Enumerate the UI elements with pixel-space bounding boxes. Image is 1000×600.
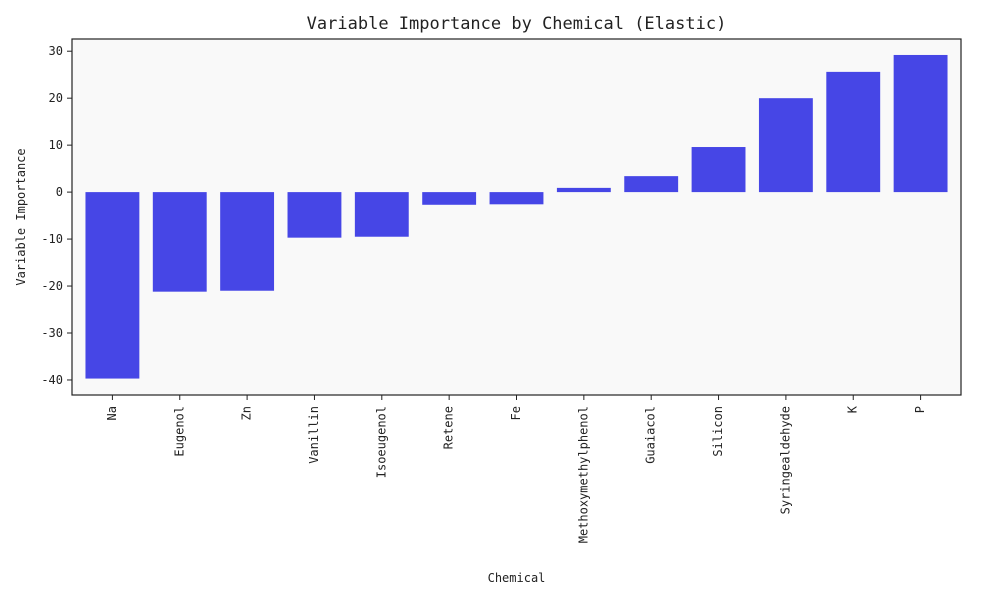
bar-vanillin	[287, 192, 342, 238]
x-tick-label: Eugenol	[172, 406, 186, 457]
chart-title: Variable Importance by Chemical (Elastic…	[307, 14, 727, 34]
x-tick-label: Guaiacol	[644, 406, 658, 464]
y-tick-label: 30	[49, 44, 63, 58]
x-tick-label: K	[846, 405, 860, 413]
bar-fe	[489, 192, 544, 205]
bar-retene	[422, 192, 477, 205]
x-tick-label: Methoxymethylphenol	[576, 406, 590, 543]
y-axis-label: Variable Importance	[14, 148, 28, 285]
plot-frame	[71, 38, 962, 396]
y-tick-label: 10	[49, 138, 63, 152]
y-tick-label: 0	[56, 185, 63, 199]
y-tick-label: -10	[41, 232, 63, 246]
y-axis-ticks: -40 -30 -20 -10 0 10 20 30	[41, 44, 72, 387]
x-tick-label: Silicon	[711, 406, 725, 457]
x-axis-label: Chemical	[488, 571, 546, 585]
bars-group	[85, 54, 948, 379]
y-tick-label: -40	[41, 373, 63, 387]
bar-methoxymethylphenol	[556, 187, 611, 193]
x-tick-label: Isoeugenol	[374, 406, 388, 478]
x-tick-label: Zn	[240, 406, 254, 420]
x-tick-label: P	[913, 406, 927, 413]
y-tick-label: 20	[49, 91, 63, 105]
bar-p	[893, 54, 948, 193]
x-tick-label: Syringealdehyde	[778, 406, 792, 514]
x-tick-label: Na	[105, 406, 119, 420]
bar-isoeugenol	[354, 192, 409, 237]
x-axis-ticks: Na Eugenol Zn Vanillin Isoeugenol Retene Fe Met…	[105, 395, 927, 543]
bar-eugenol	[152, 192, 207, 292]
x-tick-label: Fe	[509, 406, 523, 420]
bar-zn	[220, 192, 275, 291]
bar-syringealdehyde	[758, 98, 813, 193]
bar-silicon	[691, 147, 746, 193]
x-tick-label: Vanillin	[307, 406, 321, 464]
bar-k	[826, 71, 881, 193]
bar-na	[85, 192, 140, 379]
y-tick-label: -30	[41, 326, 63, 340]
x-tick-label: Retene	[442, 406, 456, 449]
y-tick-label: -20	[41, 279, 63, 293]
bar-guaiacol	[624, 176, 679, 193]
